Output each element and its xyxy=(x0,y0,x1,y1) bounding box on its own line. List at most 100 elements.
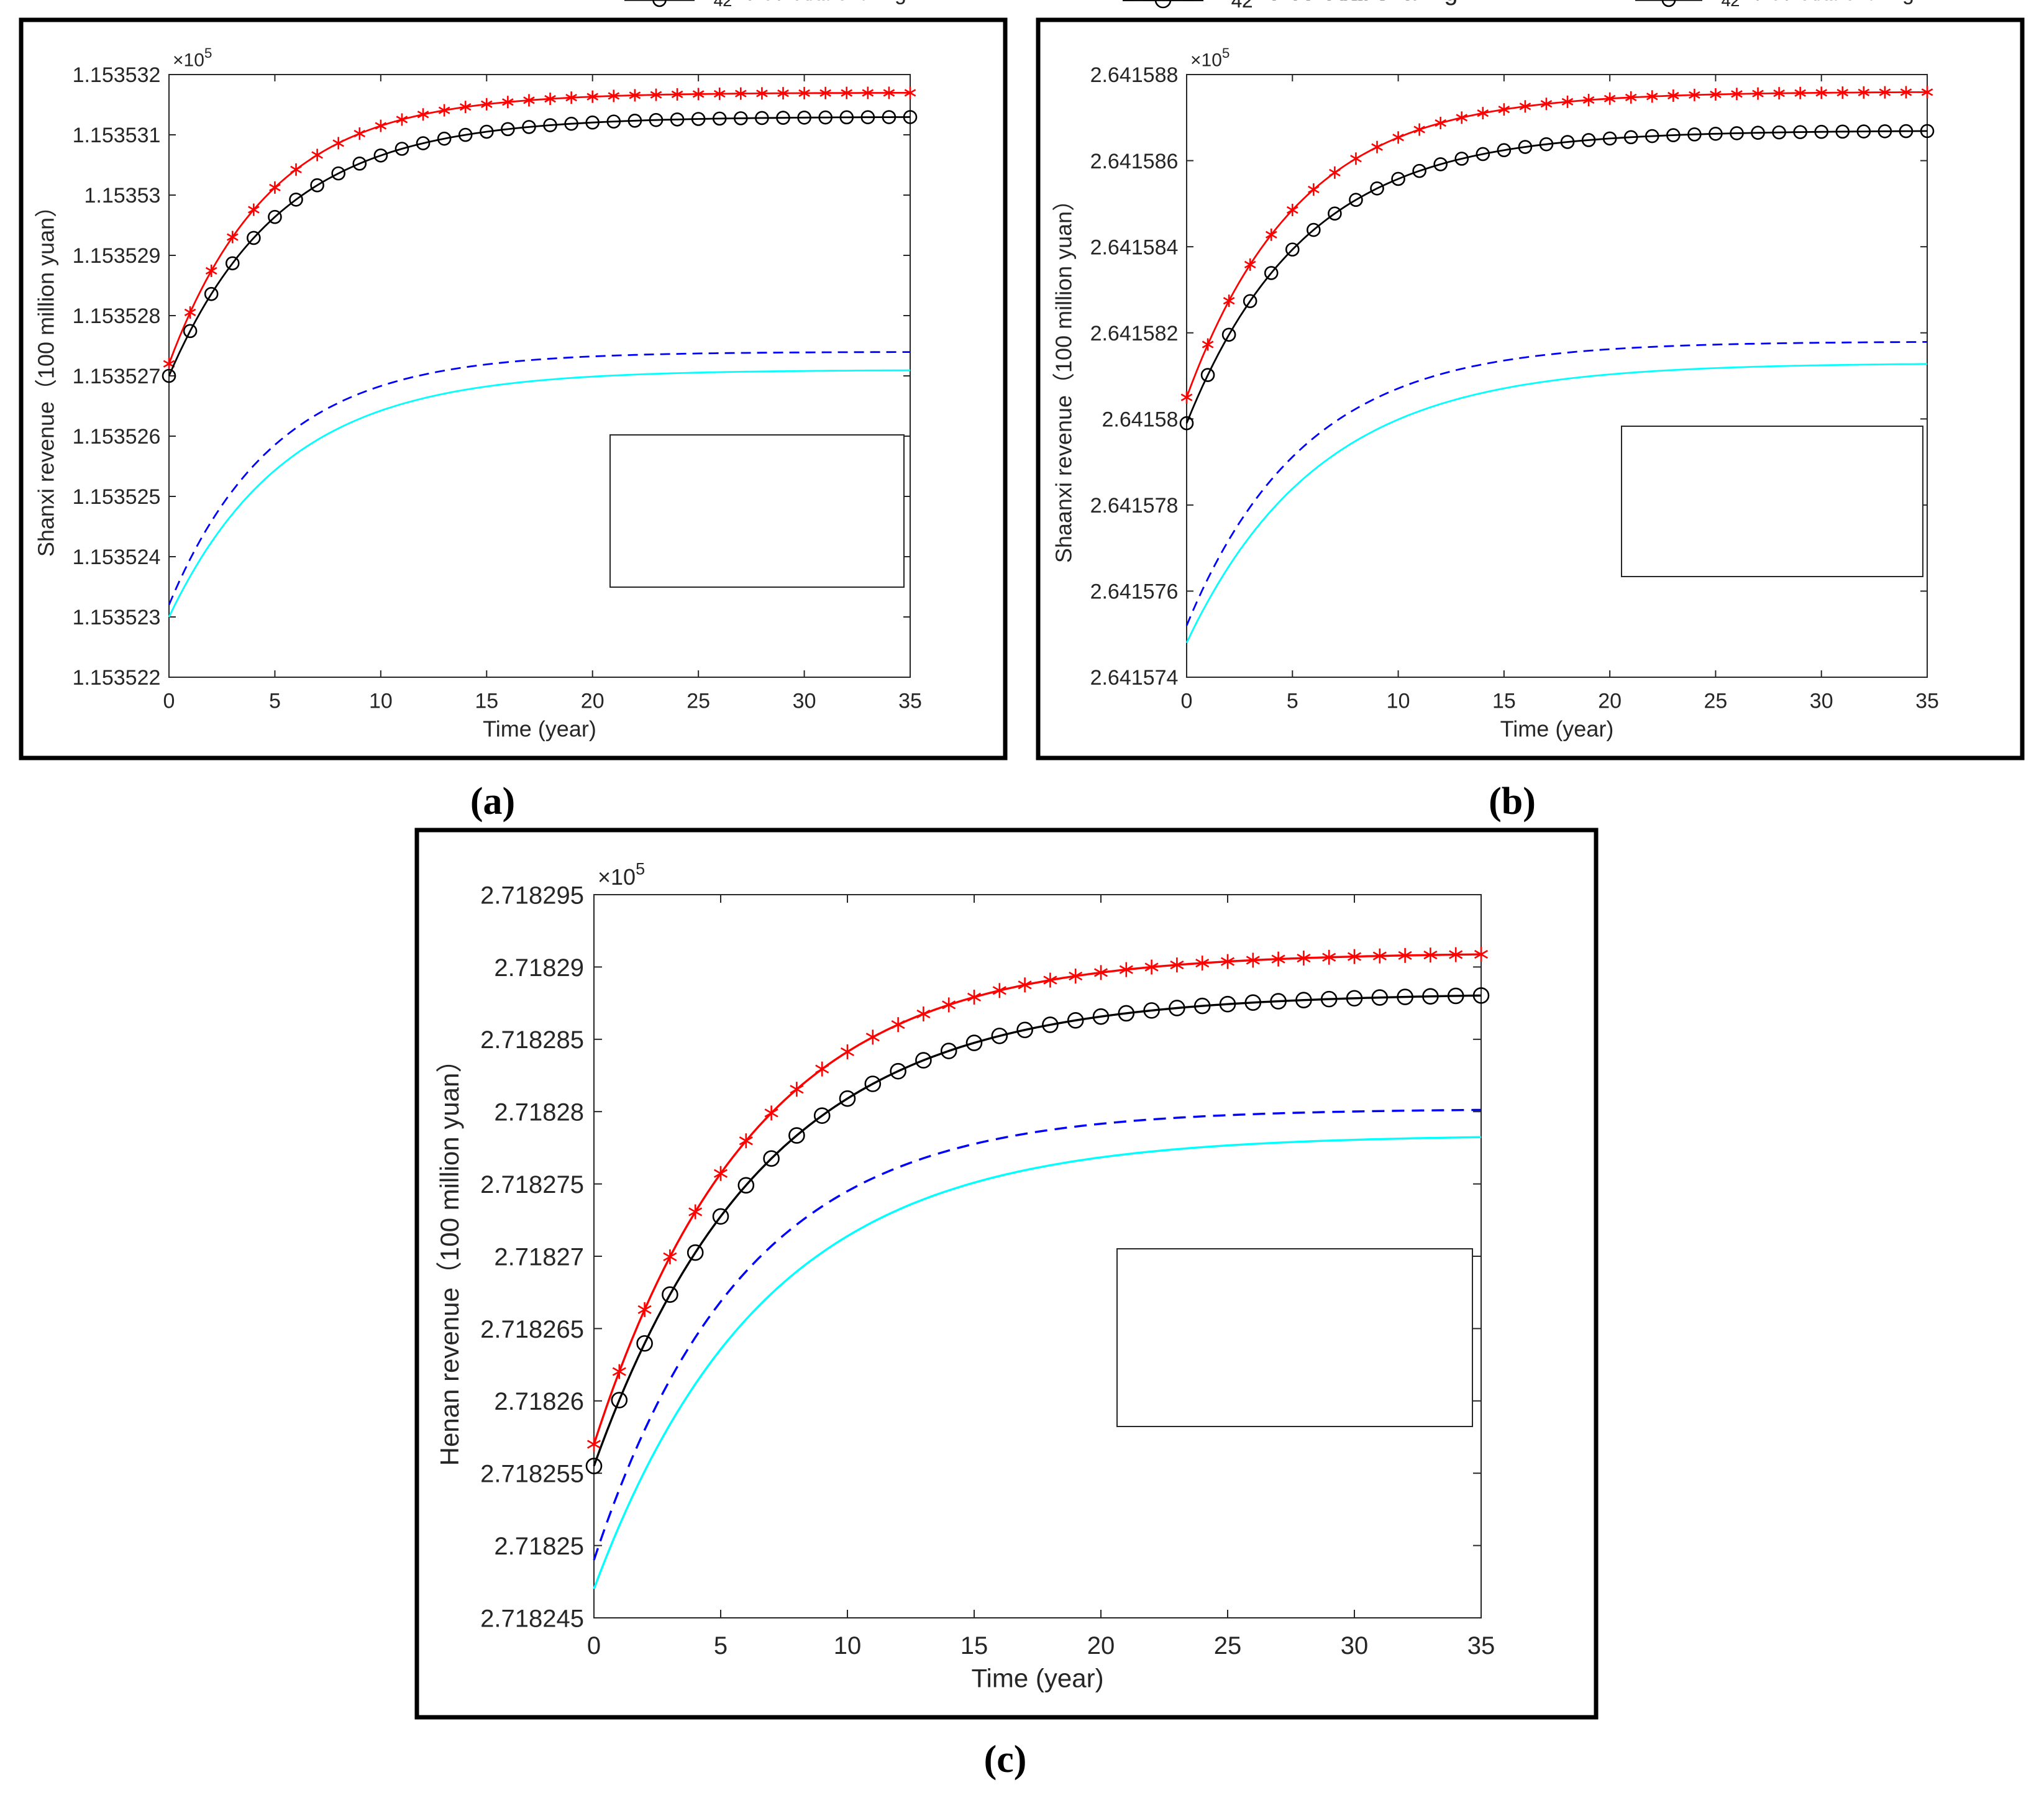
series-point-cost_029 xyxy=(1223,294,1235,308)
panel-a-frame xyxy=(19,17,1008,760)
series-point-cost_069 xyxy=(585,1458,603,1474)
x-tick-label: 30 xyxy=(793,689,816,713)
series-point-cost_069 xyxy=(522,120,536,134)
series-point-cost_029 xyxy=(1498,103,1510,116)
series-point-cost_029 xyxy=(269,181,281,194)
series-point-cost_069 xyxy=(813,1107,831,1124)
y-tick-label: 1.153532 xyxy=(73,63,161,87)
series-point-cost_069 xyxy=(712,1208,729,1225)
legend-label: X42=0.29 cost-sharing xyxy=(1707,0,1914,10)
series-point-cost_069 xyxy=(1472,987,1490,1004)
series-point-cost_029 xyxy=(1372,948,1387,964)
series-point-cost_069 xyxy=(1370,181,1384,196)
series-point-cost_069 xyxy=(395,142,409,156)
series-line-cost_029 xyxy=(593,953,1482,1445)
series-point-cost_029 xyxy=(1119,962,1133,977)
series-point-cost_069 xyxy=(1307,222,1321,237)
y-tick-label: 1.153522 xyxy=(73,666,161,690)
series-point-cost_029 xyxy=(891,1017,905,1033)
series-line-nash_029 xyxy=(168,351,910,606)
series-point-cost_069 xyxy=(437,131,452,146)
series-point-cost_029 xyxy=(1731,88,1743,101)
series-point-cost_069 xyxy=(1092,1008,1110,1025)
y-tick-label: 2.641576 xyxy=(1090,580,1179,604)
x-tick-label: 35 xyxy=(1467,1632,1495,1659)
series-point-cost_029 xyxy=(1329,166,1341,179)
series-point-cost_029 xyxy=(1519,100,1531,113)
series-point-cost_069 xyxy=(1835,124,1850,139)
x-tick-label: 0 xyxy=(587,1632,601,1659)
series-point-cost_069 xyxy=(1539,137,1554,152)
series-line-nash_069 xyxy=(593,1136,1482,1590)
series-point-cost_029 xyxy=(1195,956,1210,971)
series-point-cost_029 xyxy=(637,1302,652,1317)
series-point-cost_029 xyxy=(1202,338,1214,351)
series-point-cost_029 xyxy=(1668,89,1679,102)
x-tick-label: 35 xyxy=(898,689,922,713)
legend-label: X42=0.29 cost-sharing xyxy=(700,0,906,10)
series-point-cost_029 xyxy=(840,1044,855,1059)
legend-label: X42=0.29 Nash xyxy=(1707,0,1848,10)
series-point-cost_029 xyxy=(1043,972,1057,988)
series-point-cost_029 xyxy=(790,1082,804,1097)
series-point-cost_029 xyxy=(586,1436,601,1452)
legend-box xyxy=(1116,1248,1473,1427)
x-tick-label: 10 xyxy=(369,689,393,713)
series-point-cost_029 xyxy=(1477,107,1489,120)
series-point-cost_029 xyxy=(1423,947,1438,963)
series-point-cost_029 xyxy=(764,1105,778,1121)
legend-marker-cost_069 xyxy=(1661,0,1676,7)
series-point-cost_029 xyxy=(459,101,472,114)
series-point-cost_029 xyxy=(904,86,916,99)
series-point-cost_029 xyxy=(1815,86,1828,99)
series-point-cost_069 xyxy=(1518,140,1533,154)
series-line-nash_069 xyxy=(168,369,911,618)
legend-label: X42=0.69 cost-sharing xyxy=(700,0,906,10)
series-point-cost_029 xyxy=(544,93,556,106)
series-point-cost_029 xyxy=(311,148,323,162)
series-point-cost_029 xyxy=(184,306,196,319)
x-tick-label: 20 xyxy=(1598,689,1622,713)
series-point-cost_069 xyxy=(991,1028,1008,1044)
series-point-cost_069 xyxy=(818,110,833,125)
series-point-cost_029 xyxy=(1646,90,1658,103)
y-exponent-label: ×105 xyxy=(598,860,645,890)
panel-b: 0 5 10 15 20 25 30 35 2.641574 2.641576 2.641578 2.… xyxy=(1051,0,1939,741)
series-point-cost_029 xyxy=(1297,951,1311,966)
series-point-cost_029 xyxy=(1689,88,1700,101)
x-axis-label: Time (year) xyxy=(483,716,596,741)
legend-box xyxy=(1621,426,1923,577)
legend-box xyxy=(609,434,905,588)
y-tick-label: 1.153528 xyxy=(73,304,161,328)
series-point-cost_069 xyxy=(1856,124,1871,139)
series-point-cost_069 xyxy=(331,166,345,181)
series-point-cost_069 xyxy=(839,110,854,125)
series-point-cost_029 xyxy=(612,1364,626,1379)
series-point-cost_029 xyxy=(883,86,895,99)
y-tick-label: 1.153525 xyxy=(73,485,161,509)
series-point-cost_029 xyxy=(1398,947,1412,963)
series-point-cost_029 xyxy=(1371,140,1383,153)
x-tick-label: 15 xyxy=(475,689,498,713)
series-point-cost_069 xyxy=(1371,989,1389,1006)
series-point-cost_069 xyxy=(1179,416,1194,431)
series-point-cost_069 xyxy=(1295,992,1312,1009)
series-line-cost_069 xyxy=(1185,130,1928,424)
series-point-cost_069 xyxy=(890,1062,906,1080)
y-tick-label: 2.641588 xyxy=(1090,63,1179,87)
x-tick-label: 35 xyxy=(1915,689,1939,713)
series-point-cost_029 xyxy=(1308,183,1320,196)
series-point-cost_069 xyxy=(1244,994,1262,1011)
y-tick-label: 2.71826 xyxy=(494,1388,584,1415)
series-point-cost_069 xyxy=(247,231,261,245)
series-point-cost_069 xyxy=(1346,990,1363,1007)
series-point-cost_069 xyxy=(1243,294,1257,308)
series-point-cost_029 xyxy=(1322,949,1336,965)
panel-a: 0 5 10 15 20 25 30 35 1.153522 1.153523 1.153524 1.… xyxy=(34,0,922,741)
series-point-cost_069 xyxy=(763,1150,780,1167)
series-point-cost_069 xyxy=(1447,987,1464,1005)
series-point-cost_029 xyxy=(1018,977,1032,993)
series-point-cost_069 xyxy=(687,1244,704,1261)
plot-axes-box xyxy=(1186,74,1928,678)
